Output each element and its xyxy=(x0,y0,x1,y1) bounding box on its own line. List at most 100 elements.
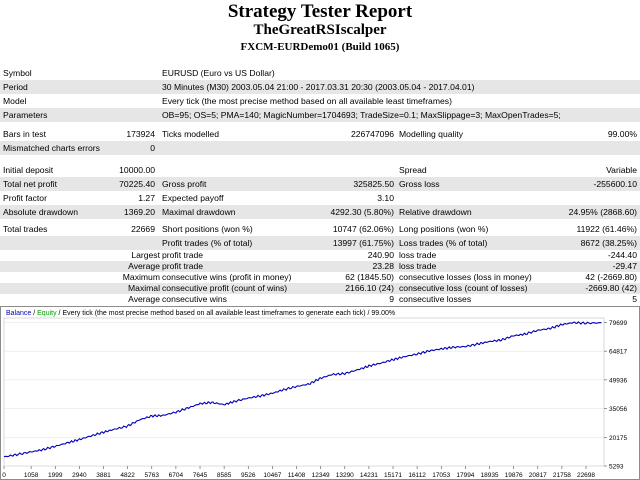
x-tick-label-5: 4822 xyxy=(120,472,135,479)
short-value: 10747 (62.06%) xyxy=(332,224,394,234)
chart-legend: Balance / Equity / Every tick (the most … xyxy=(6,310,395,317)
x-tick-label-1: 1058 xyxy=(24,472,39,479)
maximal-row: Maximal consecutive profit (count of wins… xyxy=(0,283,640,294)
maxconsprofit-label: consecutive profit (count of wins) xyxy=(162,283,288,293)
x-tick-label-14: 13290 xyxy=(336,472,354,479)
trades-value: 22669 xyxy=(131,224,155,234)
maxconswins-label: consecutive wins (profit in money) xyxy=(162,272,292,282)
maxdd-value: 4292.30 (5.80%) xyxy=(330,207,394,217)
x-tick-label-6: 5763 xyxy=(145,472,160,479)
x-tick-label-13: 12349 xyxy=(312,472,330,479)
x-tick-label-9: 8585 xyxy=(217,472,232,479)
legend-note: / Every tick (the most precise method ba… xyxy=(57,310,396,317)
spread-value: Variable xyxy=(606,165,637,175)
maxconsprofit-value: 2166.10 (24) xyxy=(345,283,394,293)
average-row: Average profit trade 23.28 loss trade -2… xyxy=(0,261,640,272)
ltrades-value: 8672 (38.25%) xyxy=(580,238,637,248)
deposit-value: 10000.00 xyxy=(119,165,155,175)
x-tick-label-11: 10467 xyxy=(263,472,281,479)
average-loss-label: loss trade xyxy=(399,261,437,271)
average-loss-value: -29.47 xyxy=(612,261,637,271)
deposit-row: Initial deposit 10000.00 Spread Variable xyxy=(0,163,640,177)
netprofit-row: Total net profit 70225.40 Gross profit 3… xyxy=(0,177,640,191)
netprofit-value: 70225.40 xyxy=(119,179,155,189)
largest-profit-label: profit trade xyxy=(162,250,204,260)
symbol-row: Symbol EURUSD (Euro vs US Dollar) xyxy=(0,66,640,80)
legend-equity: Equity xyxy=(37,310,57,317)
absdd-value: 1369.20 xyxy=(123,207,155,217)
x-tick-label-12: 11408 xyxy=(288,472,306,479)
balance-line xyxy=(3,321,602,458)
model-label: Model xyxy=(3,96,27,106)
parameters-value: OB=95; OS=5; PMA=140; MagicNumber=170469… xyxy=(162,110,561,120)
avgconswins-label: consecutive wins xyxy=(162,294,227,304)
reldd-value: 24.95% (2868.60) xyxy=(568,207,637,217)
x-tick-label-2: 1999 xyxy=(48,472,63,479)
maxconslosscount-label: consecutive loss (count of losses) xyxy=(399,283,528,293)
ticks-label: Ticks modelled xyxy=(162,129,219,139)
spread-label: Spread xyxy=(399,165,427,175)
avgconsloss-value: 5 xyxy=(632,294,637,304)
largest-profit-value: 240.90 xyxy=(367,250,394,260)
ticks-value: 226747096 xyxy=(350,129,394,139)
maximal-label: Maximal xyxy=(128,283,160,293)
largest-row: Largest profit trade 240.90 loss trade -… xyxy=(0,250,640,261)
short-label: Short positions (won %) xyxy=(162,224,253,234)
largest-loss-label: loss trade xyxy=(399,250,437,260)
model-value: Every tick (the most precise method base… xyxy=(162,96,452,106)
x-tick-label-20: 18935 xyxy=(480,472,498,479)
deposit-label: Initial deposit xyxy=(3,165,54,175)
quality-label: Modelling quality xyxy=(399,129,464,139)
x-tick-label-24: 22698 xyxy=(577,472,595,479)
pf-label: Profit factor xyxy=(3,193,47,203)
quality-value: 99.00% xyxy=(607,129,637,139)
mismatch-value: 0 xyxy=(150,143,155,153)
payoff-label: Expected payoff xyxy=(162,193,224,203)
x-tick-label-3: 2940 xyxy=(72,472,87,479)
y-tick-label-1: 20175 xyxy=(609,435,627,442)
profittrades-row: Profit trades (% of total) 13997 (61.75%… xyxy=(0,236,640,250)
bars-label: Bars in test xyxy=(3,129,46,139)
ea-name: TheGreatRSIscalper xyxy=(253,22,387,38)
x-tick-label-23: 21758 xyxy=(553,472,571,479)
y-tick-label-3: 49936 xyxy=(609,377,627,384)
x-tick-label-7: 6704 xyxy=(169,472,184,479)
maximum-label: Maximum xyxy=(122,272,160,282)
x-tick-label-22: 20817 xyxy=(529,472,547,479)
y-tick-label-5: 79699 xyxy=(609,320,627,327)
largest-loss-value: -244.40 xyxy=(607,250,637,260)
grossloss-value: -255600.10 xyxy=(593,179,638,189)
x-tick-label-21: 19876 xyxy=(505,472,523,479)
maximum-row: Maximum consecutive wins (profit in mone… xyxy=(0,272,640,283)
x-tick-label-17: 16112 xyxy=(408,472,426,479)
average-profit-value: 23.28 xyxy=(372,261,394,271)
ltrades-label: Loss trades (% of total) xyxy=(399,238,488,248)
symbol-value: EURUSD (Euro vs US Dollar) xyxy=(162,68,275,78)
pf-value: 1.27 xyxy=(138,193,155,203)
maxconsloss-label: consecutive losses (loss in money) xyxy=(399,272,532,282)
absdd-label: Absolute drawdown xyxy=(3,207,79,217)
period-label: Period xyxy=(3,82,28,92)
largest-label: Largest xyxy=(131,250,160,260)
chart-frame xyxy=(0,306,640,480)
legend-balance: Balance xyxy=(6,310,31,317)
parameters-row: Parameters OB=95; OS=5; PMA=140; MagicNu… xyxy=(0,108,640,122)
x-tick-label-19: 17994 xyxy=(456,472,474,479)
avgcons-row: Average consecutive wins 9 consecutive loss… xyxy=(0,294,640,305)
server-build: FXCM-EURDemo01 (Build 1065) xyxy=(240,41,400,53)
long-label: Long positions (won %) xyxy=(399,224,489,234)
average-label: Average xyxy=(128,261,160,271)
y-tick-label-0: 5293 xyxy=(609,464,624,471)
period-row: Period 30 Minutes (M30) 2003.05.04 21:00… xyxy=(0,80,640,94)
y-tick-label-4: 64817 xyxy=(609,349,627,356)
x-tick-label-4: 3881 xyxy=(96,472,111,479)
ptrades-value: 13997 (61.75%) xyxy=(332,238,394,248)
payoff-value: 3.10 xyxy=(377,193,394,203)
legend-separator: / xyxy=(31,310,37,317)
avgcons-label: Average xyxy=(128,294,160,304)
parameters-label: Parameters xyxy=(3,110,48,120)
grossprofit-value: 325825.50 xyxy=(353,179,394,189)
long-value: 11922 (61.46%) xyxy=(576,224,637,234)
x-tick-label-18: 17053 xyxy=(432,472,450,479)
ptrades-label: Profit trades (% of total) xyxy=(162,238,253,248)
